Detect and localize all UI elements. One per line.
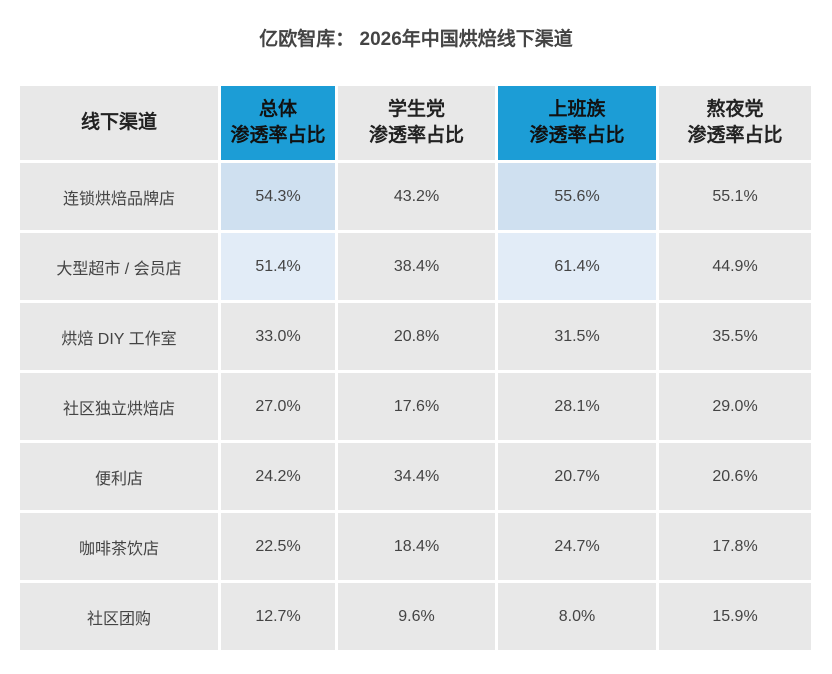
header-cell: 总体 渗透率占比 <box>221 86 335 160</box>
table-row: 便利店 24.2% 34.4% 20.7% 20.6% <box>20 443 811 510</box>
row-label: 便利店 <box>20 443 218 510</box>
header-line: 渗透率占比 <box>368 125 464 146</box>
header-cell: 线下渠道 <box>20 86 218 160</box>
header-row: 线下渠道 总体 渗透率占比 学生党 渗透率占比 上班族 渗透率占比 熬夜党 渗透率占比 <box>20 86 811 160</box>
header-cell: 熬夜党 渗透率占比 <box>659 86 811 160</box>
header-line: 渗透率占比 <box>529 125 625 146</box>
cell: 34.4% <box>338 443 495 510</box>
cell: 24.7% <box>498 513 656 580</box>
cell: 35.5% <box>659 303 811 370</box>
header-line: 学生党 <box>387 99 445 120</box>
table-row: 烘焙 DIY 工作室 33.0% 20.8% 31.5% 35.5% <box>20 303 811 370</box>
cell: 12.7% <box>221 583 335 650</box>
header-line: 熬夜党 <box>706 99 764 120</box>
header-line: 总体 <box>258 99 297 120</box>
cell: 8.0% <box>498 583 656 650</box>
row-label: 连锁烘焙品牌店 <box>20 163 218 230</box>
table-row: 大型超市 / 会员店 51.4% 38.4% 61.4% 44.9% <box>20 233 811 300</box>
cell: 44.9% <box>659 233 811 300</box>
cell: 24.2% <box>221 443 335 510</box>
cell: 15.9% <box>659 583 811 650</box>
title: 亿欧智库： 2026年中国烘焙线下渠道 <box>259 29 573 50</box>
cell: 22.5% <box>221 513 335 580</box>
table-row: 社区团购 12.7% 9.6% 8.0% 15.9% <box>20 583 811 650</box>
header-line: 渗透率占比 <box>687 125 783 146</box>
header-line: 渗透率占比 <box>230 125 326 146</box>
row-label: 大型超市 / 会员店 <box>20 233 218 300</box>
cell: 55.6% <box>498 163 656 230</box>
header-cell: 学生党 渗透率占比 <box>338 86 495 160</box>
cell: 17.8% <box>659 513 811 580</box>
cell: 17.6% <box>338 373 495 440</box>
cell: 9.6% <box>338 583 495 650</box>
cell: 38.4% <box>338 233 495 300</box>
table-body: 连锁烘焙品牌店 54.3% 43.2% 55.6% 55.1% 大型超市 / 会员店 51.… <box>20 163 811 650</box>
row-label: 烘焙 DIY 工作室 <box>20 303 218 370</box>
header-cell: 上班族 渗透率占比 <box>498 86 656 160</box>
cell: 28.1% <box>498 373 656 440</box>
header-line: 上班族 <box>548 99 606 120</box>
table: 线下渠道 总体 渗透率占比 学生党 渗透率占比 上班族 渗透率占比 熬夜党 渗透率占比 连锁烘焙… <box>17 83 814 653</box>
table-row: 连锁烘焙品牌店 54.3% 43.2% 55.6% 55.1% <box>20 163 811 230</box>
cell: 18.4% <box>338 513 495 580</box>
row-label: 咖啡茶饮店 <box>20 513 218 580</box>
cell: 61.4% <box>498 233 656 300</box>
cell: 55.1% <box>659 163 811 230</box>
cell: 27.0% <box>221 373 335 440</box>
row-label: 社区团购 <box>20 583 218 650</box>
cell: 31.5% <box>498 303 656 370</box>
cell: 43.2% <box>338 163 495 230</box>
row-label: 社区独立烘焙店 <box>20 373 218 440</box>
cell: 29.0% <box>659 373 811 440</box>
table-row: 咖啡茶饮店 22.5% 18.4% 24.7% 17.8% <box>20 513 811 580</box>
header-line: 线下渠道 <box>80 112 157 133</box>
cell: 20.7% <box>498 443 656 510</box>
cell: 51.4% <box>221 233 335 300</box>
cell: 20.6% <box>659 443 811 510</box>
cell: 33.0% <box>221 303 335 370</box>
table-row: 社区独立烘焙店 27.0% 17.6% 28.1% 29.0% <box>20 373 811 440</box>
cell: 20.8% <box>338 303 495 370</box>
cell: 54.3% <box>221 163 335 230</box>
